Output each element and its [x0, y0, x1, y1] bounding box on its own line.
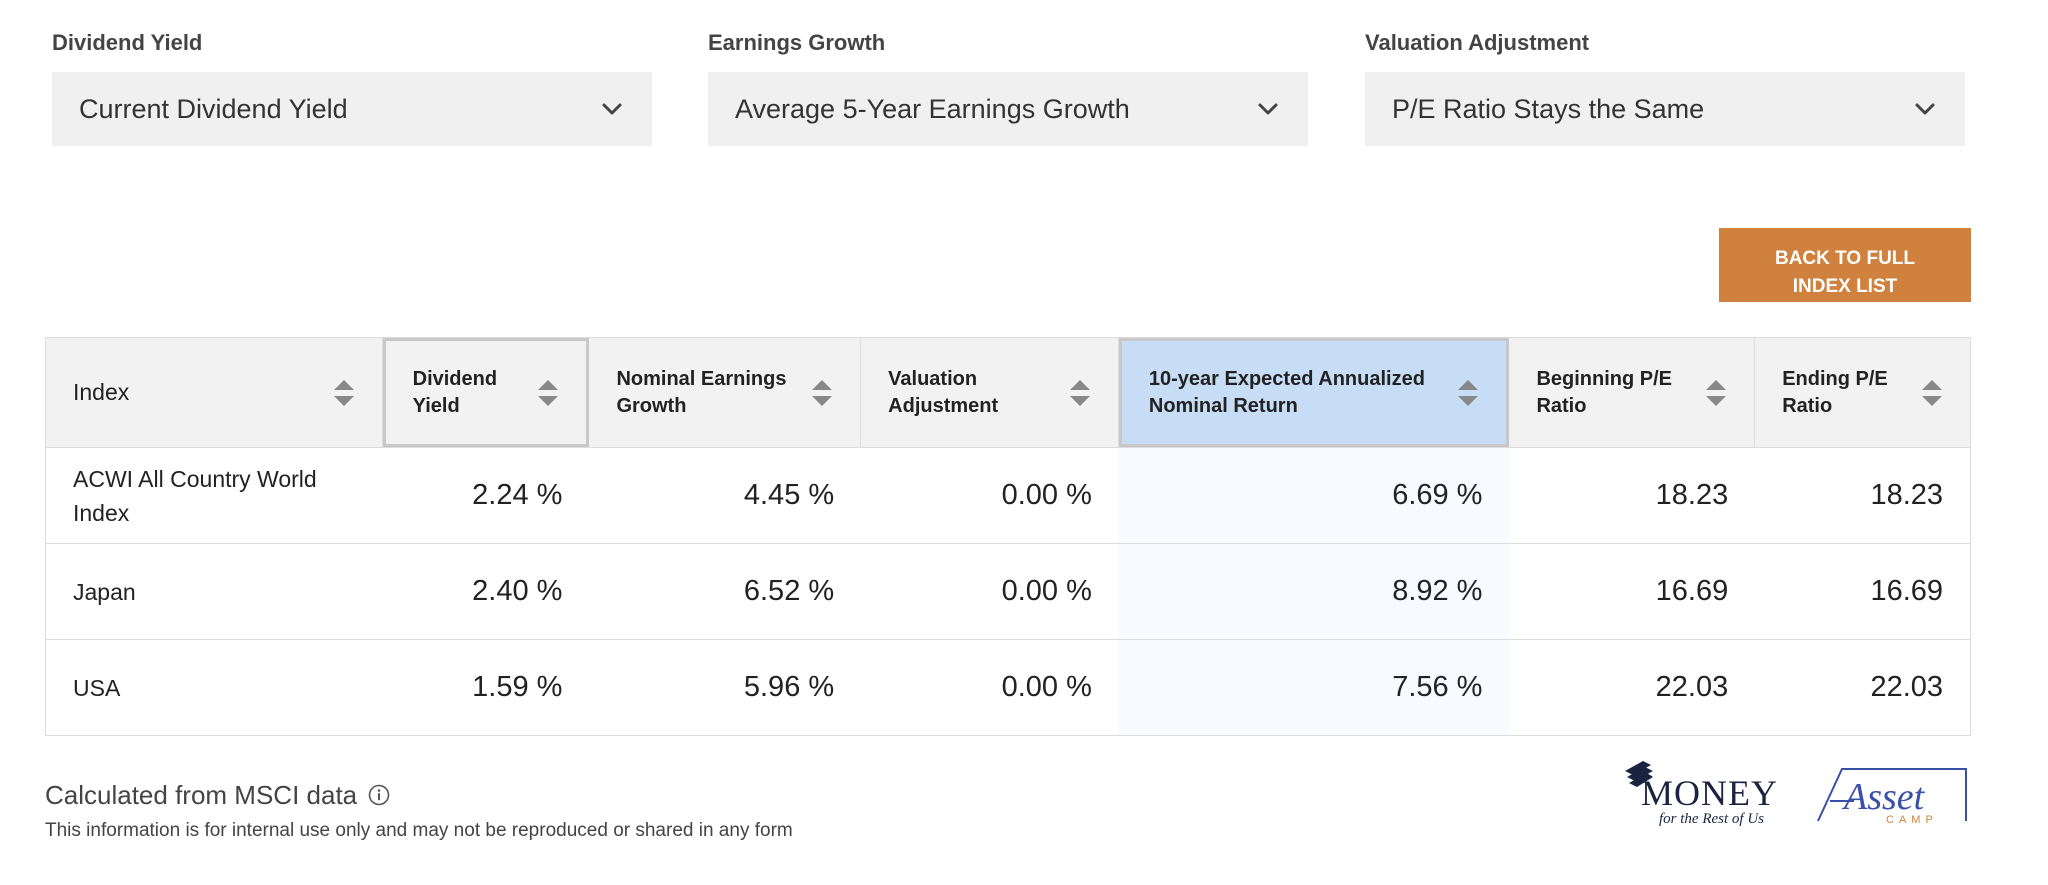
cell-valuation-adjustment: 0.00 %: [1001, 575, 1092, 607]
money-logo-tagline: for the Rest of Us: [1659, 811, 1764, 827]
cell-dividend-yield: 2.24 %: [472, 479, 563, 511]
valuation-adjustment-select[interactable]: P/E Ratio Stays the Same: [1365, 72, 1965, 146]
back-button-line1: BACK TO FULL: [1774, 248, 1916, 269]
column-header-label: Index: [73, 379, 130, 405]
sort-icon[interactable]: [536, 377, 560, 409]
table-header-row: Index Dividend Yield Nominal Earnings Grow…: [46, 338, 1970, 448]
cell-expected-return: 7.56 %: [1118, 640, 1510, 735]
cell-dividend-yield: 1.59 %: [472, 671, 563, 703]
asset-logo-graphic: Asset CAMP: [1817, 768, 1967, 826]
chevron-down-icon: [1915, 103, 1935, 115]
info-icon[interactable]: [368, 784, 390, 806]
column-header-label: 10-year Expected Annualized Nominal Retur…: [1148, 367, 1425, 417]
expected-returns-table: Index Dividend Yield Nominal Earnings Grow…: [45, 337, 1971, 736]
cell-valuation-adjustment: 0.00 %: [1001, 479, 1092, 511]
column-header-ending-pe[interactable]: Ending P/E Ratio: [1755, 338, 1970, 447]
sort-icon[interactable]: [1920, 377, 1944, 409]
cell-earnings-growth: 5.96 %: [743, 671, 835, 703]
cell-index-name: ACWI All Country World Index: [73, 465, 317, 526]
back-to-full-index-list-button[interactable]: BACK TO FULL INDEX LIST: [1719, 228, 1971, 302]
cell-index-name: Japan: [73, 578, 136, 605]
valuation-adjustment-filter: Valuation Adjustment P/E Ratio Stays the…: [1365, 28, 1965, 146]
dividend-yield-label: Dividend Yield: [52, 30, 203, 55]
cell-earnings-growth: 4.45 %: [743, 479, 835, 511]
cell-expected-return: 8.92 %: [1118, 544, 1510, 639]
column-header-beginning-pe[interactable]: Beginning P/E Ratio: [1509, 338, 1756, 447]
column-header-expected-return[interactable]: 10-year Expected Annualized Nominal Retur…: [1118, 338, 1510, 447]
cell-ending-pe: 18.23: [1870, 479, 1944, 511]
earnings-growth-filter: Earnings Growth Average 5-Year Earnings …: [708, 28, 1308, 146]
asset-camp-logo: Asset CAMP: [1816, 765, 1971, 826]
dividend-yield-select-value: Current Dividend Yield: [79, 93, 348, 124]
column-header-index[interactable]: Index: [46, 338, 383, 447]
sort-icon[interactable]: [1704, 377, 1728, 409]
money-logo-word: MONEY: [1641, 773, 1778, 813]
cell-valuation-adjustment: 0.00 %: [1001, 671, 1092, 703]
table-row: USA 1.59 % 5.96 % 0.00 % 7.56 % 22.03 22…: [46, 640, 1970, 735]
sort-icon[interactable]: [1456, 377, 1480, 409]
table-row: Japan 2.40 % 6.52 % 0.00 % 8.92 % 16.69 …: [46, 544, 1970, 640]
column-header-valuation-adjustment[interactable]: Valuation Adjustment: [861, 338, 1119, 447]
asset-logo-word: Asset: [1841, 776, 1926, 818]
valuation-adjustment-label: Valuation Adjustment: [1365, 30, 1590, 55]
earnings-growth-select[interactable]: Average 5-Year Earnings Growth: [708, 72, 1308, 146]
cell-ending-pe: 16.69: [1870, 575, 1944, 607]
money-for-the-rest-of-us-logo: MONEY for the Rest of Us: [1621, 757, 1783, 827]
column-header-dividend-yield[interactable]: Dividend Yield: [382, 338, 590, 447]
cell-beginning-pe: 22.03: [1655, 671, 1729, 703]
column-header-label: Beginning P/E Ratio: [1536, 367, 1672, 417]
back-button-line2: INDEX LIST: [1792, 276, 1898, 297]
earnings-growth-label: Earnings Growth: [708, 30, 886, 55]
sort-icon[interactable]: [810, 377, 834, 409]
money-logo-graphic: MONEY for the Rest of Us: [1625, 761, 1778, 827]
valuation-adjustment-select-value: P/E Ratio Stays the Same: [1392, 93, 1705, 124]
cell-beginning-pe: 18.23: [1655, 479, 1729, 511]
cell-expected-return: 6.69 %: [1118, 448, 1510, 543]
column-header-label: Nominal Earnings Growth: [616, 367, 787, 417]
data-source-note: Calculated from MSCI data: [45, 778, 390, 812]
earnings-growth-select-value: Average 5-Year Earnings Growth: [735, 93, 1130, 124]
disclaimer-text: This information is for internal use onl…: [45, 820, 793, 841]
column-header-label: Ending P/E Ratio: [1782, 367, 1888, 417]
dividend-yield-select[interactable]: Current Dividend Yield: [52, 72, 652, 146]
cell-beginning-pe: 16.69: [1655, 575, 1729, 607]
chevron-down-icon: [602, 103, 622, 115]
cell-dividend-yield: 2.40 %: [472, 575, 563, 607]
sort-icon[interactable]: [1068, 377, 1092, 409]
asset-logo-sub: CAMP: [1886, 814, 1938, 825]
data-source-text: Calculated from MSCI data: [45, 779, 358, 810]
cell-earnings-growth: 6.52 %: [743, 575, 835, 607]
chevron-down-icon: [1258, 103, 1278, 115]
dividend-yield-filter: Dividend Yield Current Dividend Yield: [52, 28, 652, 146]
sort-icon[interactable]: [332, 377, 356, 409]
column-header-label: Dividend Yield: [412, 367, 498, 417]
column-header-nominal-earnings-growth[interactable]: Nominal Earnings Growth: [589, 338, 862, 447]
cell-ending-pe: 22.03: [1870, 671, 1944, 703]
cell-index-name: USA: [73, 674, 121, 701]
column-header-label: Valuation Adjustment: [888, 367, 999, 417]
table-row: ACWI All Country World Index 2.24 % 4.45 …: [46, 448, 1970, 544]
